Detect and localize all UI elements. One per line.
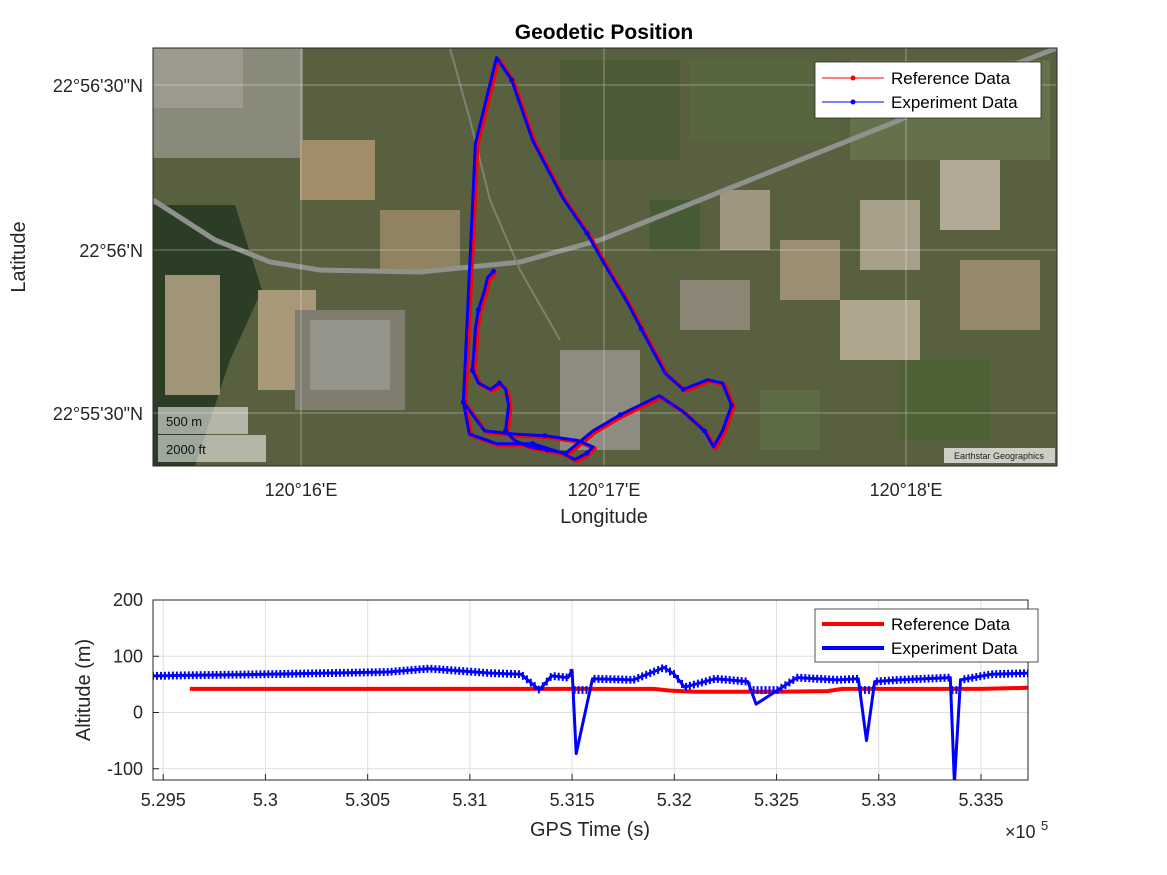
altitude-x-axis-label: GPS Time (s) bbox=[530, 819, 650, 841]
map-series-marker bbox=[503, 428, 509, 434]
altitude-panel: 5.295 5.3 5.305 5.31 5.315 5.32 5.325 5.33 5.335… bbox=[73, 590, 1048, 842]
map-axes-box bbox=[152, 47, 1058, 467]
altitude-y-tick: 200 bbox=[113, 590, 143, 610]
map-legend-ref-marker bbox=[850, 75, 856, 81]
map-series-marker bbox=[542, 433, 548, 439]
altitude-y-tick: 100 bbox=[113, 646, 143, 666]
altitude-x-tick: 5.31 bbox=[452, 790, 487, 810]
map-x-axis-label: Longitude bbox=[560, 506, 648, 528]
map-series-marker bbox=[729, 402, 735, 408]
map-series-marker bbox=[460, 399, 466, 405]
map-series-marker bbox=[469, 367, 475, 373]
map-y-tick: 22°56'N bbox=[79, 241, 143, 261]
altitude-legend: Reference Data Experiment Data bbox=[814, 608, 1039, 663]
altitude-legend-box bbox=[814, 608, 1039, 663]
map-tracks bbox=[460, 56, 736, 464]
map-legend-box bbox=[814, 61, 1042, 119]
map-series-marker bbox=[497, 380, 502, 386]
map-y-tick: 22°56'30"N bbox=[53, 76, 143, 96]
x-exponent-base: ×10 bbox=[1005, 822, 1036, 842]
map-series-marker bbox=[491, 268, 496, 274]
altitude-x-tick: 5.295 bbox=[141, 790, 186, 810]
map-legend: Reference Data Experiment Data bbox=[814, 61, 1042, 119]
altitude-x-tick: 5.315 bbox=[550, 790, 595, 810]
scale-bar-metric: 500 m bbox=[166, 414, 202, 429]
altitude-legend-exp-label: Experiment Data bbox=[891, 639, 1018, 658]
altitude-axes-box bbox=[152, 599, 1029, 781]
altitude-x-ticks: 5.295 5.3 5.305 5.31 5.315 5.32 5.325 5.33 5.335 bbox=[141, 774, 1004, 810]
altitude-x-tick: 5.3 bbox=[253, 790, 278, 810]
map-series-marker bbox=[617, 412, 623, 418]
map-series-marker bbox=[509, 77, 515, 83]
map-x-tick: 120°16'E bbox=[265, 480, 338, 500]
map-legend-exp-label: Experiment Data bbox=[891, 93, 1018, 112]
basemap-attribution: Earthstar Geographics bbox=[944, 448, 1055, 463]
map-series-marker bbox=[638, 326, 644, 332]
x-exponent-power: 5 bbox=[1041, 818, 1048, 833]
map-series-marker bbox=[680, 386, 686, 392]
altitude-y-axis-label: Altitude (m) bbox=[73, 639, 95, 741]
altitude-x-tick: 5.305 bbox=[345, 790, 390, 810]
altitude-legend-ref-label: Reference Data bbox=[891, 615, 1011, 634]
scale-bar: 500 m 2000 ft bbox=[158, 407, 266, 462]
altitude-series bbox=[153, 664, 1028, 780]
altitude-x-tick: 5.33 bbox=[861, 790, 896, 810]
map-legend-exp-marker bbox=[850, 99, 856, 105]
map-y-axis-label: Latitude bbox=[8, 221, 30, 292]
altitude-y-ticks: 200 100 0 -100 bbox=[107, 590, 159, 779]
map-series-line bbox=[461, 56, 734, 462]
altitude-experiment-noise bbox=[153, 664, 1028, 694]
altitude-x-tick: 5.325 bbox=[754, 790, 799, 810]
map-title: Geodetic Position bbox=[515, 21, 694, 44]
altitude-y-tick: -100 bbox=[107, 759, 143, 779]
altitude-y-tick: 0 bbox=[133, 703, 143, 723]
map-series-marker bbox=[475, 307, 481, 313]
map-panel: Geodetic Position bbox=[8, 21, 1058, 528]
map-series-marker bbox=[584, 450, 590, 456]
attribution-text: Earthstar Geographics bbox=[954, 451, 1045, 461]
map-series-marker bbox=[545, 447, 551, 453]
map-y-tick: 22°55'30"N bbox=[53, 404, 143, 424]
map-x-tick: 120°17'E bbox=[568, 480, 641, 500]
map-series-marker bbox=[584, 230, 590, 236]
map-y-ticks: 22°56'30"N 22°56'N 22°55'30"N bbox=[53, 76, 143, 424]
map-x-tick: 120°18'E bbox=[870, 480, 943, 500]
map-series-marker bbox=[701, 428, 707, 434]
altitude-x-tick: 5.32 bbox=[657, 790, 692, 810]
map-series-marker bbox=[530, 441, 536, 447]
map-legend-ref-label: Reference Data bbox=[891, 69, 1011, 88]
altitude-x-tick: 5.335 bbox=[958, 790, 1003, 810]
map-x-ticks: 120°16'E 120°17'E 120°18'E bbox=[265, 480, 943, 500]
scale-bar-imperial: 2000 ft bbox=[166, 442, 206, 457]
